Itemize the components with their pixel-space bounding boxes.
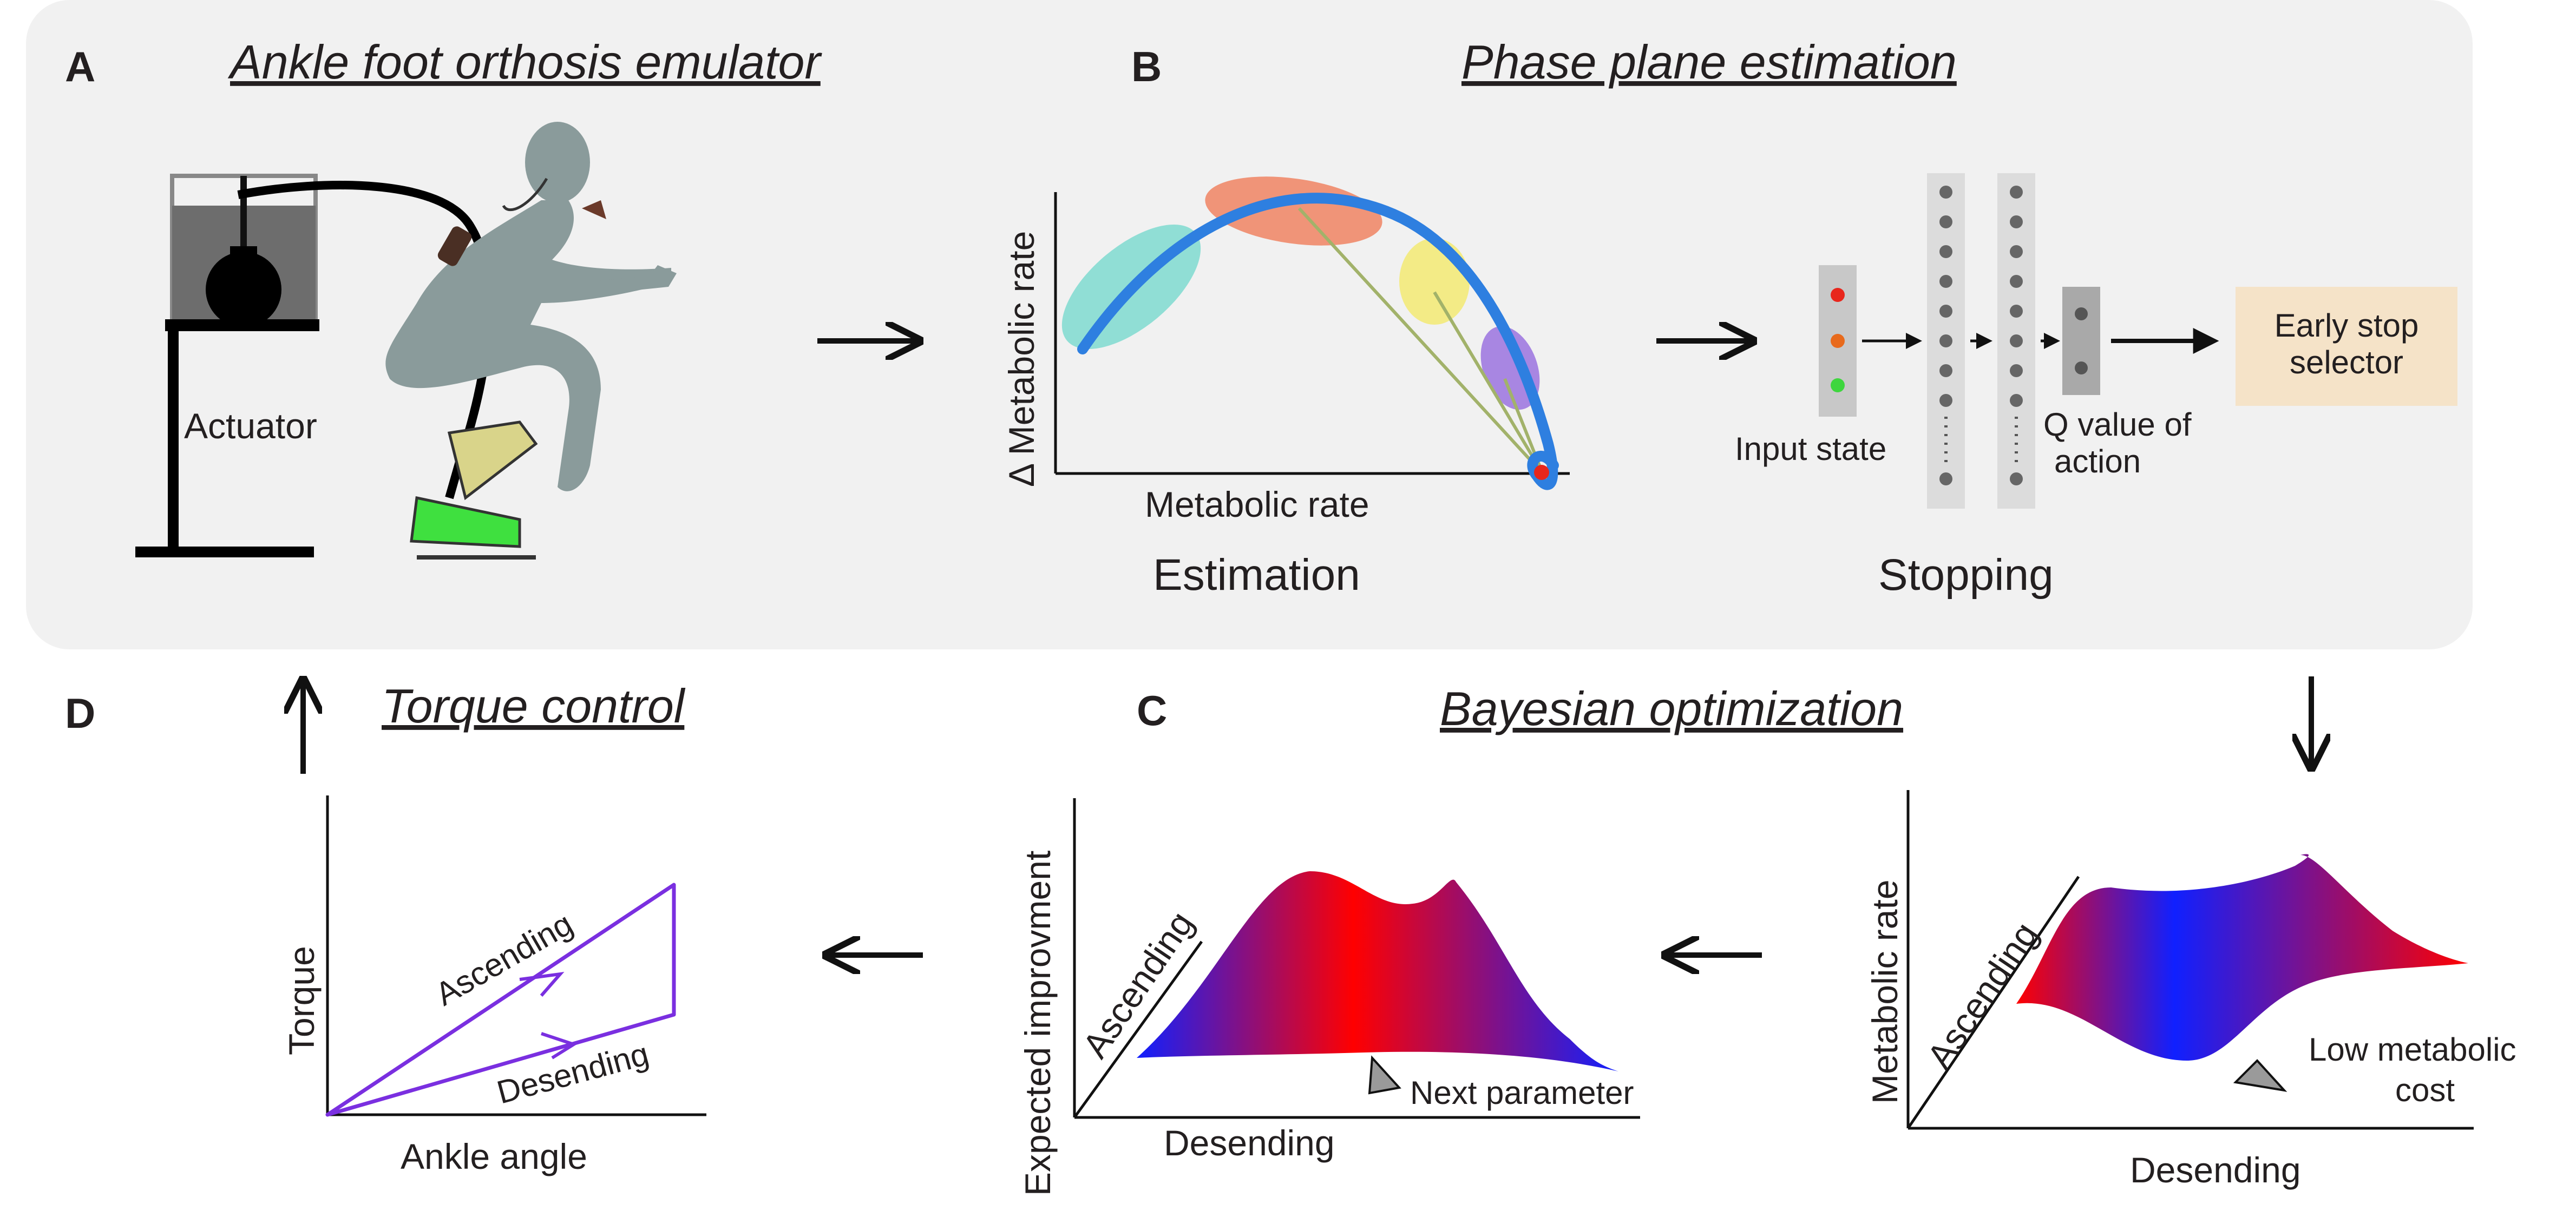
torque-x-axis-label: Ankle angle <box>401 1136 587 1176</box>
stopping-caption: Stopping <box>1878 550 2054 600</box>
early-stop-line1: Early stop <box>2275 307 2419 344</box>
metabolic-surface-plot <box>1906 790 2474 1130</box>
q-network <box>1819 173 2219 509</box>
torque-angle-plot <box>325 795 706 1117</box>
panel-d-label: D <box>65 689 95 737</box>
panel-a-label: A <box>65 43 95 90</box>
input-state-label: Input state <box>1735 431 1886 467</box>
met-pointer-line1: Low metabolic <box>2309 1031 2516 1068</box>
ei-pointer-label: Next parameter <box>1410 1075 1634 1111</box>
met-y-axis-label: Metabolic rate <box>1865 879 1905 1104</box>
top-panel-background <box>26 0 2473 649</box>
ei-surface-plot <box>1073 798 1640 1119</box>
met-x-axis-label: Desending <box>2130 1150 2301 1190</box>
phase-x-axis-label: Metabolic rate <box>1145 484 1369 524</box>
early-stop-line2: selector <box>2290 344 2403 380</box>
panel-d-title: Torque control <box>382 679 686 733</box>
actuator-label: Actuator <box>184 406 317 446</box>
panel-b-title: Phase plane estimation <box>1461 35 1957 89</box>
early-stop-selector-box <box>2236 287 2457 406</box>
torque-loop <box>325 883 676 1117</box>
phase-y-axis-label: Δ Metabolic rate <box>1001 231 1041 487</box>
met-pointer-line2: cost <box>2395 1072 2455 1108</box>
q-value-label-line1: Q value of <box>2043 406 2192 443</box>
panel-a-title: Ankle foot orthosis emulator <box>227 35 822 89</box>
walker-figure <box>237 122 677 560</box>
torque-y-axis-label: Torque <box>281 946 322 1055</box>
panel-c-label: C <box>1137 687 1167 734</box>
current-state-dot <box>1534 465 1549 480</box>
ei-y-axis-label: Expected improvment <box>1018 851 1058 1196</box>
estimation-caption: Estimation <box>1153 550 1360 600</box>
uncertainty-ellipse-yellow <box>1399 238 1470 325</box>
panel-c-title: Bayesian optimization <box>1440 682 1903 735</box>
ei-x-axis-label: Desending <box>1164 1123 1335 1163</box>
panel-b-label: B <box>1131 43 1162 90</box>
actuator-stand <box>135 174 319 557</box>
phase-plane-plot <box>1054 176 1570 490</box>
uncertainty-ellipse-salmon <box>1205 176 1382 246</box>
q-value-label-line2: action <box>2054 443 2141 479</box>
